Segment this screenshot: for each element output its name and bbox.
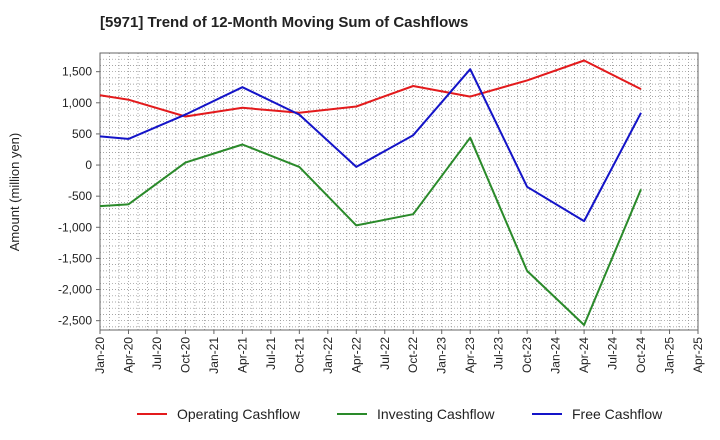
series-line-free-cashflow: [99, 68, 642, 223]
x-tick-label: Jan-24: [549, 337, 563, 374]
x-tick-label: Jul-24: [606, 337, 620, 370]
legend: Operating Cashflow Investing Cashflow Free…: [137, 406, 663, 422]
x-tick-label: Oct-24: [634, 337, 648, 373]
x-tick-label: Jul-21: [264, 337, 278, 370]
series-line-operating-cashflow: [99, 59, 642, 118]
y-tick-label: -500: [68, 189, 92, 203]
series-line-investing-cashflow: [99, 136, 642, 326]
y-tick-label: 1,000: [62, 96, 92, 110]
x-tick-label: Apr-24: [577, 337, 591, 373]
legend-label: Operating Cashflow: [177, 406, 301, 422]
y-axis-label: Amount (million yen): [7, 133, 22, 252]
x-tick-label: Jan-22: [321, 337, 335, 374]
plot-area-frame: [99, 52, 699, 331]
x-tick-label: Apr-23: [463, 337, 477, 373]
x-tick-label: Oct-21: [292, 337, 306, 373]
grid-layer: [100, 53, 698, 330]
y-axis-ticks: 1,500 1,000 500 0 -500 -1,000 -1,500 -2,000 -2,5…: [58, 65, 100, 328]
x-tick-label: Jan-21: [207, 337, 221, 374]
x-tick-label: Oct-20: [178, 337, 192, 373]
x-axis-ticks: Jan-20 Apr-20 Jul-20 Oct-20 Jan-21 Apr-21 Jul-…: [93, 330, 705, 374]
y-tick-label: -1,500: [58, 251, 92, 265]
x-tick-label: Apr-21: [235, 337, 249, 373]
legend-label: Free Cashflow: [572, 406, 663, 422]
x-tick-label: Jul-23: [492, 337, 506, 370]
y-tick-label: -2,500: [58, 314, 92, 328]
y-tick-label: 1,500: [62, 65, 92, 79]
x-tick-label: Jul-22: [378, 337, 392, 370]
x-tick-label: Jan-23: [435, 337, 449, 374]
x-tick-label: Apr-20: [121, 337, 135, 373]
x-tick-label: Oct-22: [406, 337, 420, 373]
x-tick-label: Jul-20: [150, 337, 164, 370]
y-tick-label: 0: [85, 158, 92, 172]
y-tick-label: 500: [72, 127, 92, 141]
x-tick-label: Oct-23: [520, 337, 534, 373]
x-tick-label: Apr-22: [349, 337, 363, 373]
x-tick-label: Jan-25: [663, 337, 677, 374]
x-tick-label: Jan-20: [93, 337, 107, 374]
legend-label: Investing Cashflow: [377, 406, 495, 422]
chart-title: [5971] Trend of 12-Month Moving Sum of C…: [100, 14, 469, 31]
series-layer: [99, 59, 642, 326]
y-tick-label: -1,000: [58, 220, 92, 234]
y-tick-label: -2,000: [58, 283, 92, 297]
x-tick-label: Apr-25: [691, 337, 705, 373]
